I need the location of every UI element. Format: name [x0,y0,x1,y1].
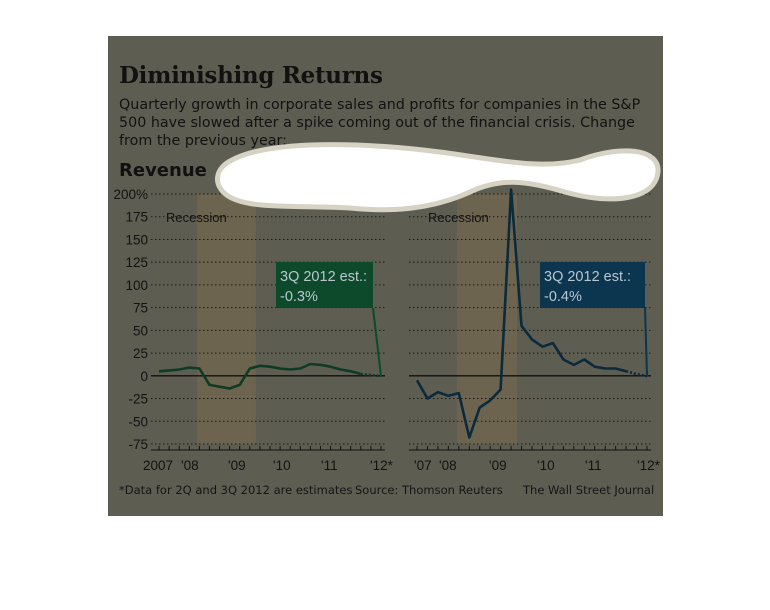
earnings-chart: Recession '07 '08 '09 '10 '11 '12* 3Q 2012 est.… [409,188,661,473]
revenue-callout-box [276,262,373,308]
revenue-xtick-label: '12* [370,458,394,473]
source-note: Source: Thomson Reuters [355,483,503,497]
revenue-ytick-label: 25 [133,346,148,361]
revenue-recession-band [197,194,256,444]
revenue-ytick-label: -25 [128,392,148,407]
revenue-xtick-label: '08 [181,458,199,473]
revenue-callout-value: -0.3% [280,289,318,305]
earnings-callout-value: -0.4% [544,289,582,305]
earnings-xtick-label: '07 [414,458,432,473]
footnote: *Data for 2Q and 3Q 2012 are estimates [119,483,353,497]
earnings-xtick-label: '09 [489,458,507,473]
earnings-callout-leader [644,307,648,377]
revenue-xtick-label: 2007 [143,458,173,473]
revenue-recession-label: Recession [166,210,227,225]
revenue-xtick-label: '09 [228,458,246,473]
earnings-callout-box [540,262,645,308]
earnings-series-estimate [625,370,648,378]
earnings-xtick-label: '12* [637,458,661,473]
revenue-ytick-label: -75 [128,437,148,452]
revenue-ytick-label: 100 [125,278,148,293]
subtitle: Quarterly growth in corporate sales and … [119,97,641,149]
revenue-ytick-label: 75 [133,301,148,316]
revenue-ytick-label: 50 [133,323,148,338]
revenue-xtick-label: '11 [321,458,338,473]
page-title: Diminishing Returns [119,62,383,89]
revenue-xtick-label: '10 [273,458,291,473]
revenue-ytick-label: 0 [140,369,148,384]
earnings-xtick-label: '11 [585,458,602,473]
revenue-series-line [158,362,362,390]
revenue-ytick-label: 125 [125,255,148,270]
earnings-series-line [415,188,627,439]
revenue-chart-title: Revenue [119,160,207,181]
earnings-xtick-label: '08 [439,458,457,473]
revenue-ytick-label: 175 [125,210,148,225]
revenue-ytick-label: 200% [113,187,148,202]
earnings-recession-label: Recession [428,210,489,225]
revenue-callout-leader [372,307,382,377]
earnings-callout-line1: 3Q 2012 est.: [544,269,631,285]
earnings-xtick-label: '10 [537,458,555,473]
revenue-ytick-label: -50 [128,414,148,429]
revenue-ytick-label: 150 [125,232,148,247]
revenue-chart: 200% 175 150 125 100 75 50 25 0 -25 -50 -75 Recessio… [113,187,393,473]
revenue-callout-line1: 3Q 2012 est.: [280,269,367,285]
revenue-series-estimate [360,372,382,378]
credit-note: The Wall Street Journal [523,483,655,497]
